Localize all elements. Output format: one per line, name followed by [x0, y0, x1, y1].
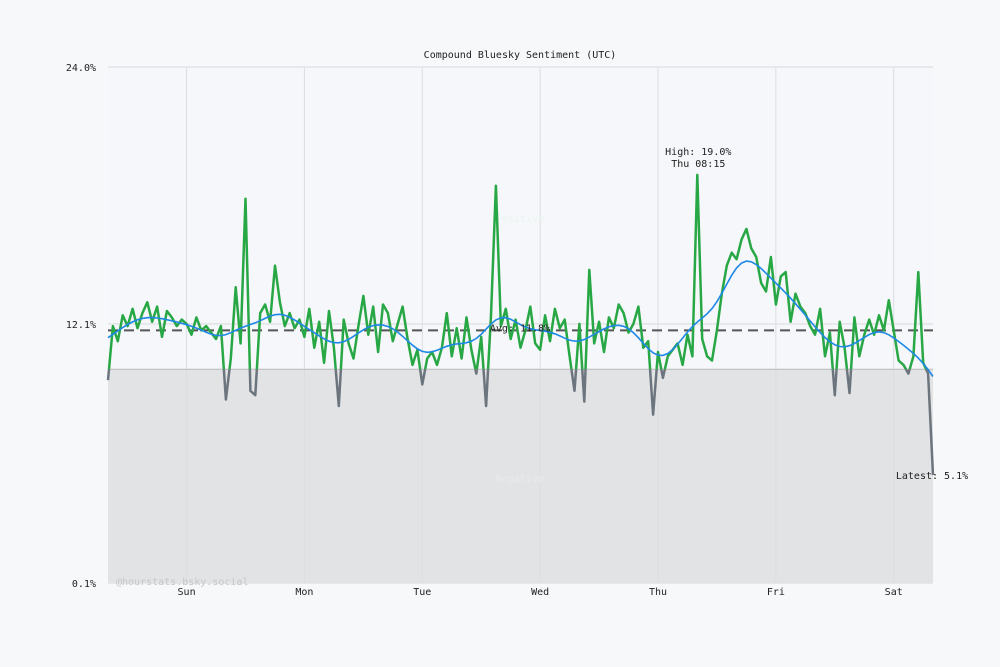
y-tick-label: 12.1% — [66, 320, 96, 331]
x-tick-label: Fri — [767, 587, 785, 598]
high-time-label: Thu 08:15 — [671, 159, 725, 170]
y-tick-label: 0.1% — [72, 579, 96, 590]
negative-zone-fill — [108, 369, 933, 583]
average-label: Avg: 11.8% — [490, 323, 550, 334]
x-tick-label: Mon — [295, 587, 313, 598]
x-tick-label: Wed — [531, 587, 549, 598]
y-axis-ticks: 24.0% 12.1% 0.1% — [66, 63, 96, 590]
x-tick-label: Sat — [885, 587, 903, 598]
chart-title: Compound Bluesky Sentiment (UTC) — [424, 50, 617, 61]
zone-label-positive: Positive — [496, 214, 544, 225]
x-axis-ticks: Sun Mon Tue Wed Thu Fri Sat — [178, 587, 903, 598]
zone-label-negative: Negative — [496, 474, 544, 485]
x-tick-label: Thu — [649, 587, 667, 598]
series-line-above-threshold — [107, 173, 928, 370]
y-tick-label: 24.0% — [66, 63, 96, 74]
latest-label: Latest: 5.1% — [896, 471, 968, 482]
x-tick-label: Tue — [413, 587, 431, 598]
x-tick-label: Sun — [178, 587, 196, 598]
smoothed-trend-line — [107, 260, 934, 377]
watermark: @hourstats.bsky.social — [116, 577, 248, 588]
high-label: High: 19.0% — [665, 147, 731, 158]
